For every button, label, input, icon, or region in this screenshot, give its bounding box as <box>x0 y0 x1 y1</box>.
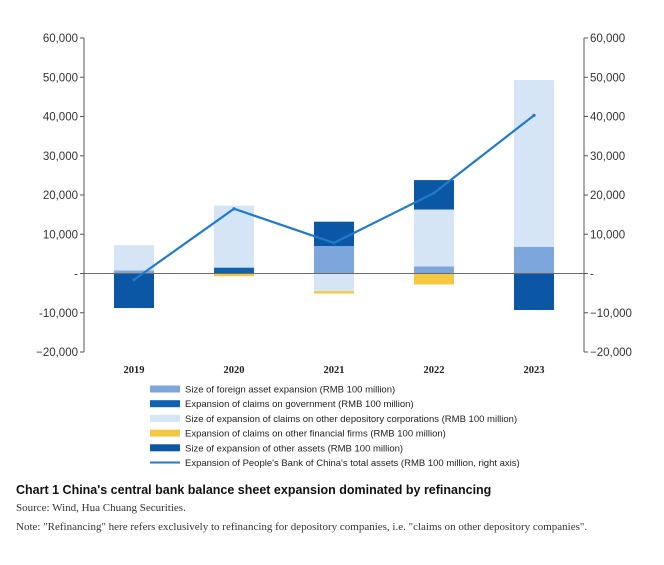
y-tick-label-right: - <box>590 269 594 281</box>
bar-2020-series-3 <box>214 273 254 277</box>
chart-source: Source: Wind, Hua Chuang Securities. <box>16 502 186 514</box>
y-tick-label-left: 40,000 <box>43 112 78 124</box>
line-layer <box>132 113 536 282</box>
line-point-2019 <box>132 278 136 282</box>
chart: −20,000 −20,000-10,000 −10,000- -10,000 10,0… <box>36 33 632 469</box>
y-tick-label-left: -10,000 <box>39 308 78 320</box>
y-tick-label-right: 30,000 <box>590 151 625 163</box>
y-tick-label-right: 60,000 <box>590 33 625 45</box>
x-tick-label-2021: 2021 <box>324 365 345 376</box>
y-tick-label-left: −20,000 <box>36 347 78 359</box>
y-tick-label-right: −10,000 <box>590 308 632 320</box>
y-tick-label-right: 50,000 <box>590 72 625 84</box>
legend-label-5: Expansion of People's Bank of China's to… <box>185 458 520 469</box>
bar-2021-series-3 <box>314 291 354 294</box>
bars-layer <box>114 79 554 311</box>
bar-2021-series-0 <box>314 246 354 274</box>
legend-label-0: Size of foreign asset expansion (RMB 100… <box>185 385 395 396</box>
x-tick-label-2020: 2020 <box>224 365 245 376</box>
line-point-2021 <box>332 241 336 245</box>
x-tick-label-2019: 2019 <box>124 365 145 376</box>
x-tick-label-2023: 2023 <box>524 365 545 376</box>
bar-2023-series-2 <box>514 79 554 247</box>
line-point-2022 <box>432 191 436 195</box>
legend-label-4: Size of expansion of other assets (RMB 1… <box>185 443 403 454</box>
y-tick-label-right: 40,000 <box>590 112 625 124</box>
y-tick-label-left: 50,000 <box>43 72 78 84</box>
line-point-2020 <box>232 207 236 211</box>
bar-2022-series-2 <box>414 209 454 267</box>
y-tick-label-right: −20,000 <box>590 347 632 359</box>
bar-2019-series-0 <box>114 270 154 274</box>
legend: Size of foreign asset expansion (RMB 100… <box>150 385 520 469</box>
y-tick-label-right: 10,000 <box>590 229 625 241</box>
x-tick-label-2022: 2022 <box>424 365 445 376</box>
bar-2022-series-0 <box>414 266 454 274</box>
chart-title: Chart 1 China's central bank balance she… <box>16 483 492 497</box>
legend-swatch-3 <box>150 429 180 437</box>
bar-2019-series-2 <box>114 245 154 271</box>
legend-swatch-0 <box>150 385 180 393</box>
bar-2023-series-4 <box>514 273 554 311</box>
bar-2020-series-1 <box>214 267 254 274</box>
legend-swatch-4 <box>150 444 180 452</box>
legend-swatch-1 <box>150 400 180 408</box>
line-point-2023 <box>532 113 536 117</box>
y-tick-label-right: 20,000 <box>590 190 625 202</box>
bar-2020-series-2 <box>214 205 254 268</box>
y-tick-label-left: 10,000 <box>43 229 78 241</box>
chart-note: Note: "Refinancing" here refers exclusiv… <box>16 521 588 533</box>
y-tick-label-left: - <box>74 269 78 281</box>
legend-label-3: Expansion of claims on other financial f… <box>185 429 446 440</box>
bar-2022-series-4 <box>414 180 454 210</box>
legend-swatch-2 <box>150 414 180 422</box>
legend-label-2: Size of expansion of claims on other dep… <box>185 414 517 425</box>
y-tick-label-left: 20,000 <box>43 190 78 202</box>
y-tick-label-left: 60,000 <box>43 33 78 45</box>
legend-label-1: Expansion of claims on government (RMB 1… <box>185 399 414 410</box>
bar-2022-series-3 <box>414 273 454 285</box>
bar-2023-series-0 <box>514 246 554 274</box>
bar-2021-series-2 <box>314 273 354 292</box>
axes-layer: −20,000 −20,000-10,000 −10,000- -10,000 10,0… <box>36 33 632 376</box>
y-tick-label-left: 30,000 <box>43 151 78 163</box>
